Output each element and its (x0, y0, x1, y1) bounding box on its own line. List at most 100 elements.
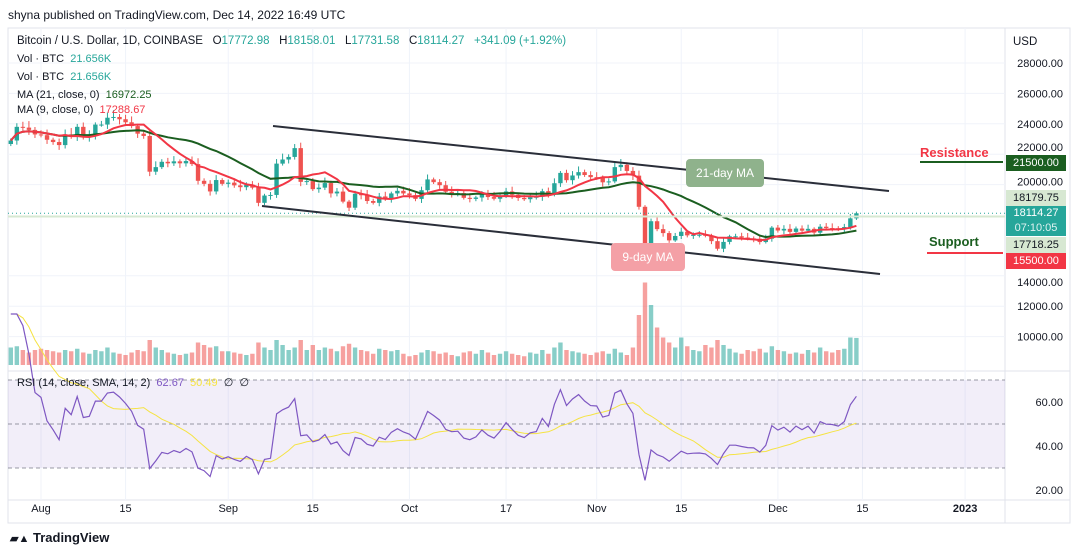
candle-body (26, 127, 32, 130)
volume-bar (594, 352, 599, 365)
volume-bar (292, 347, 297, 365)
candle-body (552, 183, 557, 195)
volume-bar (256, 342, 261, 365)
volume-bar (165, 352, 171, 365)
volume-bar (811, 352, 817, 365)
volume-bar (612, 348, 617, 365)
time-tick-label: 15 (307, 503, 319, 515)
channel-lower-line (261, 205, 881, 275)
candle-body (334, 191, 340, 194)
volume-bar (540, 350, 545, 365)
volume-bar (769, 346, 775, 365)
rsi-tick-label: 20.00 (1035, 485, 1063, 497)
rsi-legend[interactable]: RSI (14, close, SMA, 14, 2) 62.67 50.49 … (17, 376, 249, 389)
support-price-badge: 15500.00 (1006, 253, 1066, 269)
symbol-title[interactable]: Bitcoin / U.S. Dollar, 1D, COINBASE (17, 35, 203, 47)
volume-bar (75, 348, 80, 365)
candle-body (352, 193, 358, 208)
volume-bar (213, 346, 219, 365)
volume-bar (364, 351, 370, 365)
resistance-price-badge: 21500.00 (1006, 155, 1066, 171)
candle-body (709, 235, 714, 242)
candle-body (642, 206, 648, 248)
candle-body (141, 133, 146, 136)
volume-bar (817, 347, 823, 365)
volume-legend-2[interactable]: Vol · BTC 21.656K (17, 71, 111, 83)
volume-bar (824, 351, 829, 365)
candle-body (437, 182, 442, 186)
candle-body (256, 187, 261, 203)
volume-legend-1[interactable]: Vol · BTC 21.656K (17, 53, 111, 65)
candle-body (105, 117, 110, 125)
volume-bar (159, 350, 164, 365)
rsi-sma-value: 50.49 (190, 377, 218, 389)
candle-body (20, 126, 26, 128)
volume-bar (642, 282, 648, 365)
volume-bar (679, 337, 684, 365)
volume-bar (552, 347, 557, 365)
volume-bar (383, 350, 388, 365)
support-label: Support (929, 234, 979, 249)
volume-bar (201, 345, 207, 365)
candle-body (600, 177, 605, 183)
volume-bar (497, 353, 503, 365)
volume-bar (793, 352, 799, 365)
candle-body (636, 175, 642, 207)
volume-bar (449, 355, 454, 365)
candle-body (62, 134, 68, 146)
candle-body (364, 195, 370, 202)
volume-bar (111, 352, 116, 365)
volume-bar (220, 351, 225, 365)
candle-body (443, 185, 448, 192)
close-label: C (408, 35, 418, 47)
volume-bar (262, 347, 267, 365)
resistance-label: Resistance (920, 145, 989, 160)
candle-body (848, 218, 853, 228)
candle-body (449, 191, 454, 194)
ma9-legend[interactable]: MA (9, close, 0) 17288.67 (17, 104, 145, 116)
volume-bar (135, 350, 140, 365)
vol-label: Vol · BTC (17, 53, 65, 65)
candle-body (679, 231, 684, 236)
volume-bar (268, 350, 273, 365)
volume-bar (413, 355, 418, 365)
volume-bar (105, 347, 110, 365)
candle-body (739, 236, 744, 238)
candle-body (715, 241, 720, 249)
volume-bar (673, 347, 678, 365)
volume-bar (485, 352, 491, 365)
candle-body (606, 181, 611, 183)
candle-body (612, 167, 617, 182)
volume-bar (20, 350, 26, 365)
candle-body (286, 156, 291, 160)
ma21-legend[interactable]: MA (21, close, 0) 16972.25 (17, 89, 152, 101)
time-tick-label: 15 (119, 503, 131, 515)
volume-bar (431, 351, 436, 365)
volume-bar (757, 348, 762, 365)
volume-bar (407, 356, 412, 365)
candle-body (528, 197, 533, 200)
candle-body (618, 164, 624, 168)
candle-body (165, 161, 171, 164)
candle-body (781, 228, 787, 231)
volume-bar (654, 327, 660, 365)
tradingview-logo[interactable]: ▰▲ TradingView (10, 530, 109, 545)
rsi-line (10, 313, 857, 481)
ma9-line (10, 123, 857, 242)
candle-body (340, 191, 346, 202)
candle-body (383, 196, 388, 199)
volume-bar (582, 353, 587, 365)
rsi-value: 62.67 (156, 377, 184, 389)
candle-body (570, 175, 575, 181)
volume-bar (87, 353, 92, 365)
volume-bar (26, 352, 32, 365)
volume-bar (195, 342, 201, 365)
candle-body (75, 126, 80, 137)
last-price-badge: 18114.27 07:10:05 (1006, 206, 1066, 236)
volume-bar (787, 353, 793, 365)
volume-bar (715, 340, 720, 365)
volume-bar (606, 353, 611, 365)
volume-bar (147, 340, 152, 365)
